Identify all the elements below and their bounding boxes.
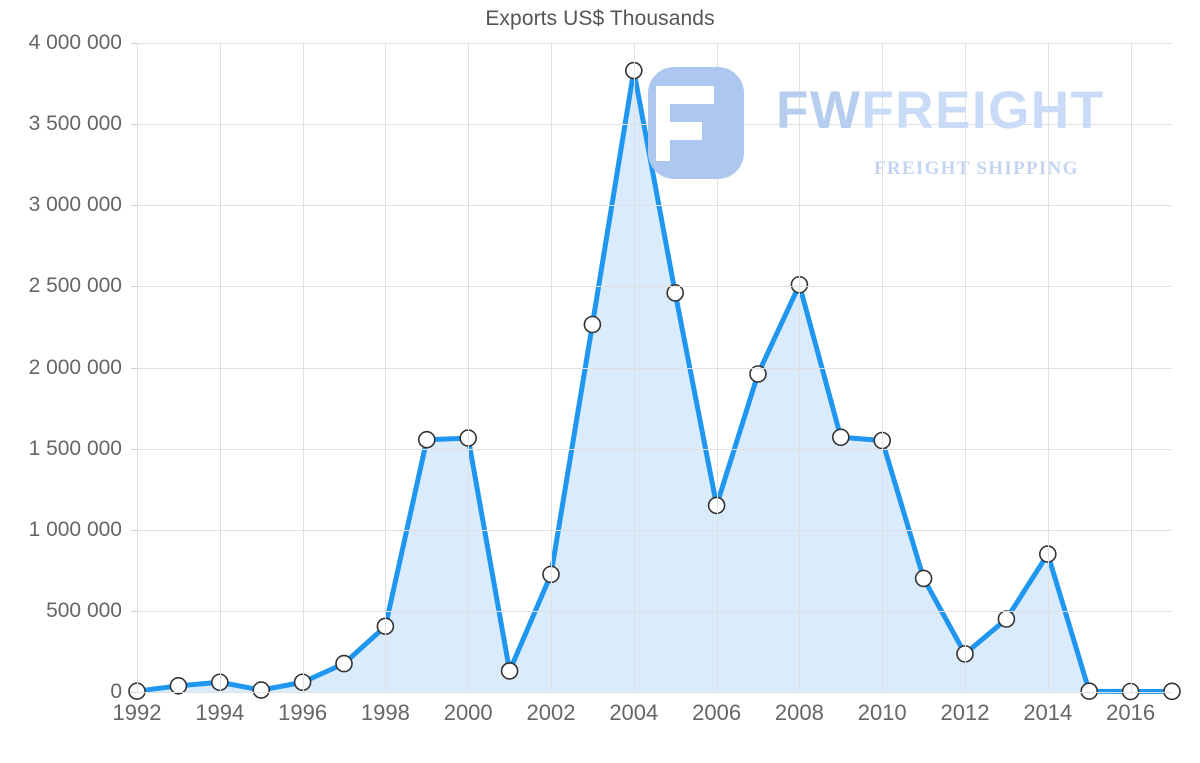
data-point-marker[interactable] bbox=[293, 673, 312, 692]
y-tickmark bbox=[131, 368, 137, 369]
data-point-marker[interactable] bbox=[1121, 682, 1140, 701]
data-point-marker[interactable] bbox=[1038, 545, 1057, 563]
gridline-horizontal bbox=[137, 368, 1172, 369]
gridline-vertical bbox=[965, 43, 966, 692]
gridline-horizontal bbox=[137, 692, 1172, 693]
y-axis-tick-label: 2 500 000 bbox=[28, 274, 122, 298]
gridline-vertical bbox=[1131, 43, 1132, 692]
gridline-horizontal bbox=[137, 530, 1172, 531]
y-axis-tick-label: 500 000 bbox=[46, 598, 122, 622]
x-axis-tick-label: 2008 bbox=[774, 700, 824, 725]
y-axis-tick-label: 1 000 000 bbox=[28, 517, 122, 541]
plot-area bbox=[128, 43, 1181, 701]
data-point-marker[interactable] bbox=[666, 284, 685, 302]
data-point-marker[interactable] bbox=[624, 61, 643, 80]
data-point-marker[interactable] bbox=[583, 315, 602, 334]
gridline-horizontal bbox=[137, 43, 1172, 44]
y-tickmark bbox=[131, 124, 137, 125]
y-axis-tick-label: 0 bbox=[110, 680, 122, 703]
data-point-marker[interactable] bbox=[1163, 682, 1181, 701]
gridline-horizontal bbox=[137, 286, 1172, 287]
data-point-marker[interactable] bbox=[1080, 682, 1099, 700]
data-point-marker[interactable] bbox=[500, 662, 519, 680]
x-axis-tick-label: 1998 bbox=[360, 700, 410, 725]
y-axis-tick-label: 3 000 000 bbox=[28, 193, 122, 217]
gridline-horizontal bbox=[137, 611, 1172, 612]
data-point-marker[interactable] bbox=[997, 610, 1016, 628]
data-point-marker[interactable] bbox=[417, 430, 436, 449]
y-tickmark bbox=[131, 611, 137, 612]
y-tickmark bbox=[131, 692, 137, 693]
data-point-marker[interactable] bbox=[252, 681, 270, 699]
gridline-vertical bbox=[1048, 43, 1049, 692]
data-point-marker[interactable] bbox=[831, 428, 850, 447]
gridline-vertical bbox=[799, 43, 800, 692]
data-point-marker[interactable] bbox=[335, 654, 353, 673]
x-axis-tick-label: 2014 bbox=[1023, 700, 1073, 725]
y-axis-tick-label: 4 000 000 bbox=[28, 31, 122, 54]
gridline-vertical bbox=[220, 43, 221, 692]
gridline-vertical bbox=[137, 43, 138, 692]
x-axis-tick-label: 2016 bbox=[1106, 700, 1156, 725]
series-area-fill bbox=[137, 70, 1172, 692]
gridline-vertical bbox=[468, 43, 469, 692]
x-axis-tick-label: 2006 bbox=[692, 700, 742, 725]
data-point-marker[interactable] bbox=[914, 569, 933, 588]
exports-series bbox=[128, 61, 1181, 701]
y-tickmark bbox=[131, 43, 137, 44]
gridline-vertical bbox=[385, 43, 386, 692]
data-point-marker[interactable] bbox=[749, 365, 767, 383]
gridline-vertical bbox=[882, 43, 883, 692]
gridline-horizontal bbox=[137, 205, 1172, 206]
gridline-vertical bbox=[303, 43, 304, 692]
data-point-marker[interactable] bbox=[707, 496, 726, 515]
gridline-vertical bbox=[634, 43, 635, 692]
data-point-marker[interactable] bbox=[169, 677, 188, 695]
y-tickmark bbox=[131, 286, 137, 287]
y-axis-tick-label: 3 500 000 bbox=[28, 112, 122, 136]
x-axis-tick-label: 1994 bbox=[195, 700, 245, 725]
x-axis-tick-label: 2002 bbox=[526, 700, 576, 725]
x-axis-tick-label: 2010 bbox=[857, 700, 907, 725]
data-point-marker[interactable] bbox=[211, 673, 229, 692]
chart-title: Exports US$ Thousands bbox=[485, 7, 715, 30]
y-tickmark bbox=[131, 530, 137, 531]
x-axis-tick-label: 1996 bbox=[278, 700, 328, 725]
x-axis-tick-label: 2004 bbox=[609, 700, 659, 725]
x-axis-tick-label: 1992 bbox=[112, 700, 162, 725]
gridline-horizontal bbox=[137, 124, 1172, 125]
gridline-vertical bbox=[551, 43, 552, 692]
y-axis-tick-label: 1 500 000 bbox=[28, 436, 122, 460]
y-tickmark bbox=[131, 449, 137, 450]
y-tickmark bbox=[131, 205, 137, 206]
y-axis-tick-label: 2 000 000 bbox=[28, 355, 122, 379]
x-axis-tick-label: 2012 bbox=[940, 700, 990, 725]
gridline-horizontal bbox=[137, 449, 1172, 450]
gridline-vertical bbox=[717, 43, 718, 692]
x-axis-tick-label: 2000 bbox=[443, 700, 493, 725]
